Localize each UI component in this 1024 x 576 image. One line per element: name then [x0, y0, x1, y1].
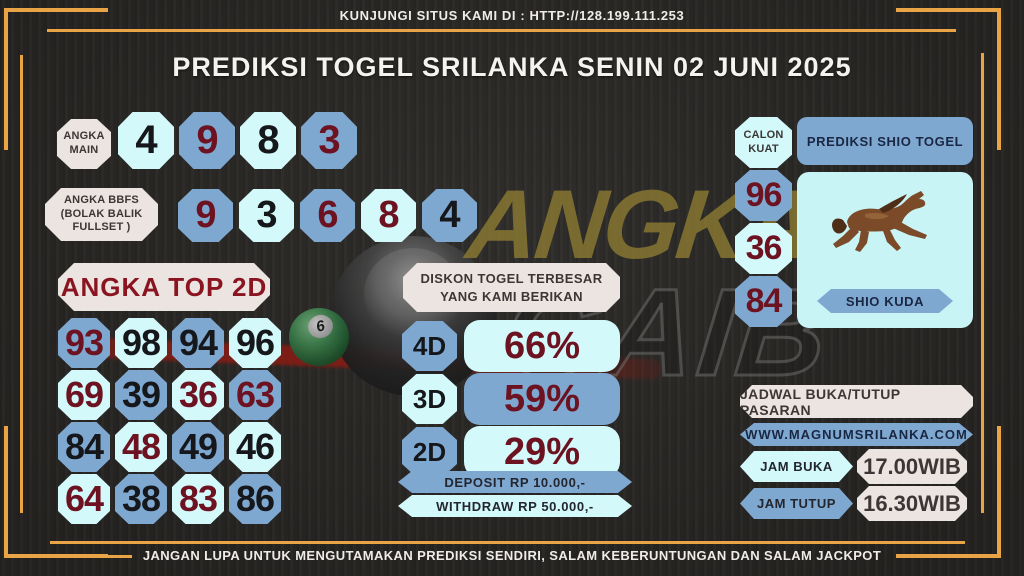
frame-line: [4, 8, 108, 12]
calon-kuat-label: CALON KUAT: [735, 117, 792, 168]
angka-top-2d-cell: 36: [172, 370, 224, 420]
frame-line: [50, 541, 965, 544]
jadwal-title: JADWAL BUKA/TUTUP PASARAN: [740, 385, 973, 418]
angka-main-number: 3: [301, 112, 357, 169]
frame-line: [47, 29, 956, 32]
angka-top-2d-cell: 86: [229, 474, 281, 524]
horse-image: [832, 191, 927, 252]
diskon-row-value: 29%: [464, 426, 620, 478]
shio-name-banner: SHIO KUDA: [817, 289, 953, 313]
frame-line: [912, 555, 958, 558]
angka-top-2d-cell: 83: [172, 474, 224, 524]
angka-top-2d-cell: 98: [115, 318, 167, 368]
calon-kuat-number: 84: [735, 276, 792, 327]
angka-top-2d-cell: 94: [172, 318, 224, 368]
angka-bbfs-label: ANGKA BBFS (BOLAK BALIK FULLSET ): [45, 188, 158, 241]
angka-top-2d-cell: 93: [58, 318, 110, 368]
diskon-row-value: 66%: [464, 320, 620, 372]
angka-top-2d-title: ANGKA TOP 2D: [58, 263, 270, 311]
calon-kuat-number: 96: [735, 170, 792, 221]
page-title: PREDIKSI TOGEL SRILANKA SENIN 02 JUNI 20…: [172, 52, 852, 82]
jadwal-row-label: JAM BUKA: [740, 451, 853, 482]
angka-bbfs-number: 3: [239, 189, 294, 242]
frame-line: [981, 53, 984, 513]
angka-main-number: 4: [118, 112, 174, 169]
angka-bbfs-number: 8: [361, 189, 416, 242]
shio-panel: SHIO KUDA: [797, 172, 973, 328]
shio-title: PREDIKSI SHIO TOGEL: [797, 117, 973, 165]
calon-kuat-numbers: 96 36 84: [735, 170, 792, 327]
billiard-6-ball: 6: [289, 308, 349, 366]
diskon-row-value: 59%: [464, 373, 620, 425]
frame-line: [20, 55, 23, 513]
angka-top-2d-cell: 46: [229, 422, 281, 472]
angka-top-2d-cell: 96: [229, 318, 281, 368]
diskon-row-label: 2D: [402, 427, 457, 477]
angka-main-number: 8: [240, 112, 296, 169]
frame-line: [88, 555, 132, 558]
diskon-row-label: 3D: [402, 374, 457, 424]
deposit-banner: DEPOSIT RP 10.000,-: [398, 471, 632, 493]
angka-bbfs-number: 4: [422, 189, 477, 242]
angka-top-2d-cell: 69: [58, 370, 110, 420]
angka-bbfs-number: 6: [300, 189, 355, 242]
angka-main-number: 9: [179, 112, 235, 169]
angka-top-2d-cell: 49: [172, 422, 224, 472]
frame-line: [4, 554, 108, 558]
frame-line: [896, 8, 1001, 12]
website-banner[interactable]: WWW.MAGNUMSRILANKA.COM: [740, 423, 973, 446]
diskon-title: DISKON TOGEL TERBESAR YANG KAMI BERIKAN: [403, 263, 620, 312]
footer-text: JANGAN LUPA UNTUK MENGUTAMAKAN PREDIKSI …: [142, 548, 882, 563]
jadwal-row-value: 17.00WIB: [857, 449, 967, 484]
angka-main-label: ANGKA MAIN: [57, 119, 111, 169]
site-url-text[interactable]: KUNJUNGI SITUS KAMI DI : HTTP://128.199.…: [339, 8, 685, 23]
jadwal-row-value: 16.30WIB: [857, 486, 967, 521]
diskon-row-label: 4D: [402, 321, 457, 371]
jadwal-row-label: JAM TUTUP: [740, 488, 853, 519]
angka-top-2d-cell: 84: [58, 422, 110, 472]
withdraw-banner: WITHDRAW RP 50.000,-: [398, 495, 632, 517]
angka-top-2d-grid: 93 98 94 96 69 39 36 63 84 48 49 46 64 38 83 86: [58, 318, 281, 524]
frame-line: [997, 8, 1001, 150]
frame-line: [997, 426, 1001, 558]
angka-bbfs-number: 9: [178, 189, 233, 242]
frame-line: [4, 426, 8, 558]
frame-line: [4, 8, 8, 150]
angka-top-2d-cell: 48: [115, 422, 167, 472]
calon-kuat-number: 36: [735, 223, 792, 274]
angka-top-2d-cell: 39: [115, 370, 167, 420]
angka-top-2d-cell: 38: [115, 474, 167, 524]
angka-top-2d-cell: 64: [58, 474, 110, 524]
angka-top-2d-cell: 63: [229, 370, 281, 420]
